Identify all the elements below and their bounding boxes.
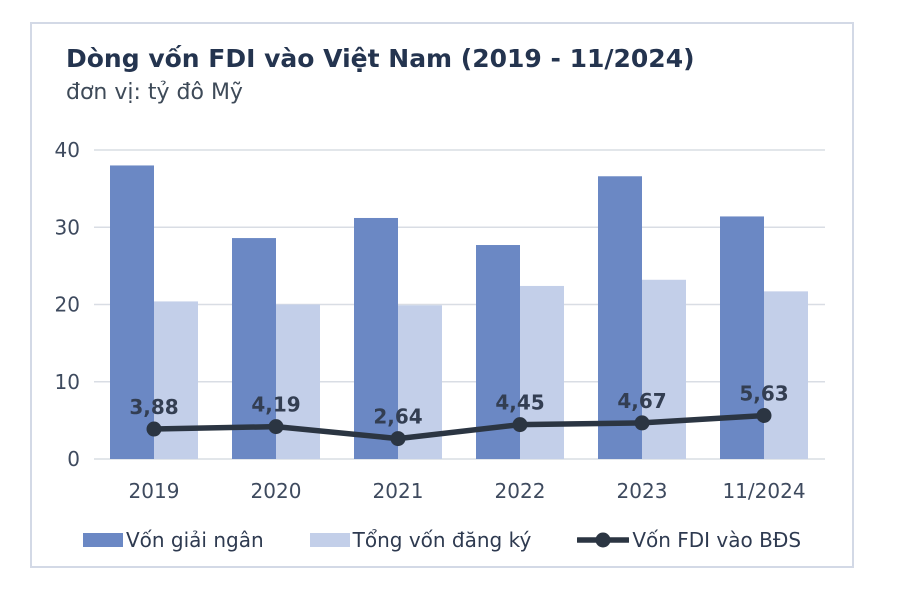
legend-swatch [82,533,123,547]
bar-segment [764,291,808,459]
bar-segment [598,176,642,459]
legend-item: Vốn giải ngân [82,528,264,552]
x-tick-label: 2022 [495,479,546,503]
line-series [151,412,767,442]
x-tick-label: 2023 [617,479,668,503]
y-tick-label: 20 [55,293,80,317]
bar-segment [720,216,764,459]
bar-segment [520,285,564,459]
data-label: 4,19 [251,393,300,417]
y-tick-label: 0 [67,447,80,471]
x-tick-label: 2019 [129,479,180,503]
bar-segment [110,165,154,459]
bar-segment [154,301,198,459]
chart-card: Dòng vốn FDI vào Việt Nam (2019 - 11/202… [30,22,854,568]
legend-label: Vốn giải ngân [125,528,264,552]
x-tick-label: 2020 [251,479,302,503]
data-label: 2,64 [373,405,422,429]
bar-segment [276,304,320,459]
legend-item: Tổng vốn đăng ký [309,528,532,552]
y-tick-label: 30 [55,215,80,239]
chart-legend: Vốn giải ngân Tổng vốn đăng ký Vốn FDI vào… [32,528,852,552]
chart-title: Dòng vốn FDI vào Việt Nam (2019 - 11/202… [66,44,695,73]
legend-swatch [309,533,350,547]
y-tick-label: 10 [55,370,80,394]
line-marker [390,431,406,447]
line-marker [146,421,162,437]
line-marker [634,415,650,431]
x-tick-label: 11/2024 [722,479,805,503]
data-label: 4,45 [495,391,544,415]
bar-segment [354,217,398,459]
legend-item: Vốn FDI vào BĐS [577,528,801,552]
data-label: 5,63 [739,382,788,406]
bar-segment [232,238,276,459]
data-label: 4,67 [617,389,666,413]
legend-line-swatch [577,532,630,548]
legend-label: Tổng vốn đăng ký [352,528,532,552]
line-marker [756,408,772,424]
bar-segment [642,279,686,459]
legend-label: Vốn FDI vào BĐS [632,528,802,552]
chart-subtitle: đơn vị: tỷ đô Mỹ [66,80,243,105]
x-tick-label: 2021 [373,479,424,503]
line-marker [268,419,284,435]
line-marker [512,417,528,433]
data-label: 3,88 [129,395,178,419]
y-tick-label: 40 [55,138,80,162]
chart-plot-area: 0 10 20 30 40 2019 2020 2021 2022 2023 11/2024 3,88… [55,138,825,503]
